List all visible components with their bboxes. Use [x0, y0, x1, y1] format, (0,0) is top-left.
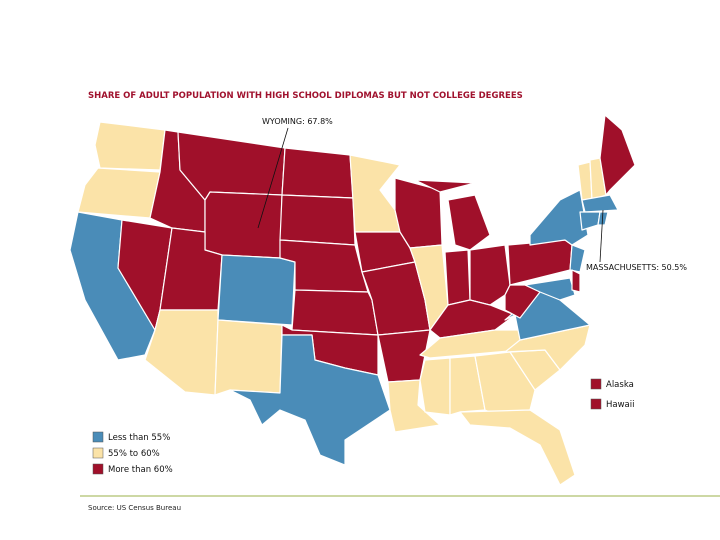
map-title: SHARE OF ADULT POPULATION WITH HIGH SCHO…	[88, 91, 523, 101]
state	[291, 289, 379, 336]
legend-swatch	[92, 447, 104, 459]
state	[77, 167, 161, 219]
annotation-leader	[257, 127, 289, 229]
state	[94, 121, 166, 171]
state	[524, 277, 576, 301]
state	[214, 319, 283, 396]
state	[419, 357, 451, 416]
state	[229, 334, 391, 466]
state	[444, 249, 471, 306]
state	[469, 244, 511, 306]
state	[217, 254, 296, 326]
annotation: MASSACHUSETTS: 50.5%	[586, 263, 687, 272]
legend-label: Less than 55%	[108, 433, 170, 443]
state	[529, 189, 589, 246]
state	[459, 409, 576, 486]
state	[204, 191, 283, 259]
inset-label: Hawaii	[606, 400, 634, 410]
us-map	[69, 114, 636, 486]
state	[279, 194, 356, 246]
legend-label: More than 60%	[108, 465, 173, 475]
state	[281, 147, 354, 199]
legend: Less than 55% 55% to 60% More than 60%	[92, 431, 173, 475]
annotation: WYOMING: 67.8%	[262, 117, 333, 126]
legend-swatch	[92, 463, 104, 475]
state	[569, 244, 586, 273]
state	[571, 269, 581, 293]
state	[507, 239, 573, 286]
state	[581, 194, 619, 213]
legend-label: 55% to 60%	[108, 449, 160, 459]
annotation-leader	[599, 209, 604, 263]
state	[597, 211, 609, 226]
state	[349, 154, 401, 233]
legend-swatch	[92, 431, 104, 443]
insets: Alaska Hawaii	[590, 378, 634, 410]
inset-swatch	[590, 398, 602, 410]
inset-label: Alaska	[606, 380, 634, 390]
state	[449, 355, 486, 416]
state	[447, 194, 491, 251]
source: Source: US Census Bureau	[88, 504, 181, 512]
inset-swatch	[590, 378, 602, 390]
state	[414, 179, 476, 193]
state	[599, 114, 636, 196]
state	[579, 211, 601, 231]
